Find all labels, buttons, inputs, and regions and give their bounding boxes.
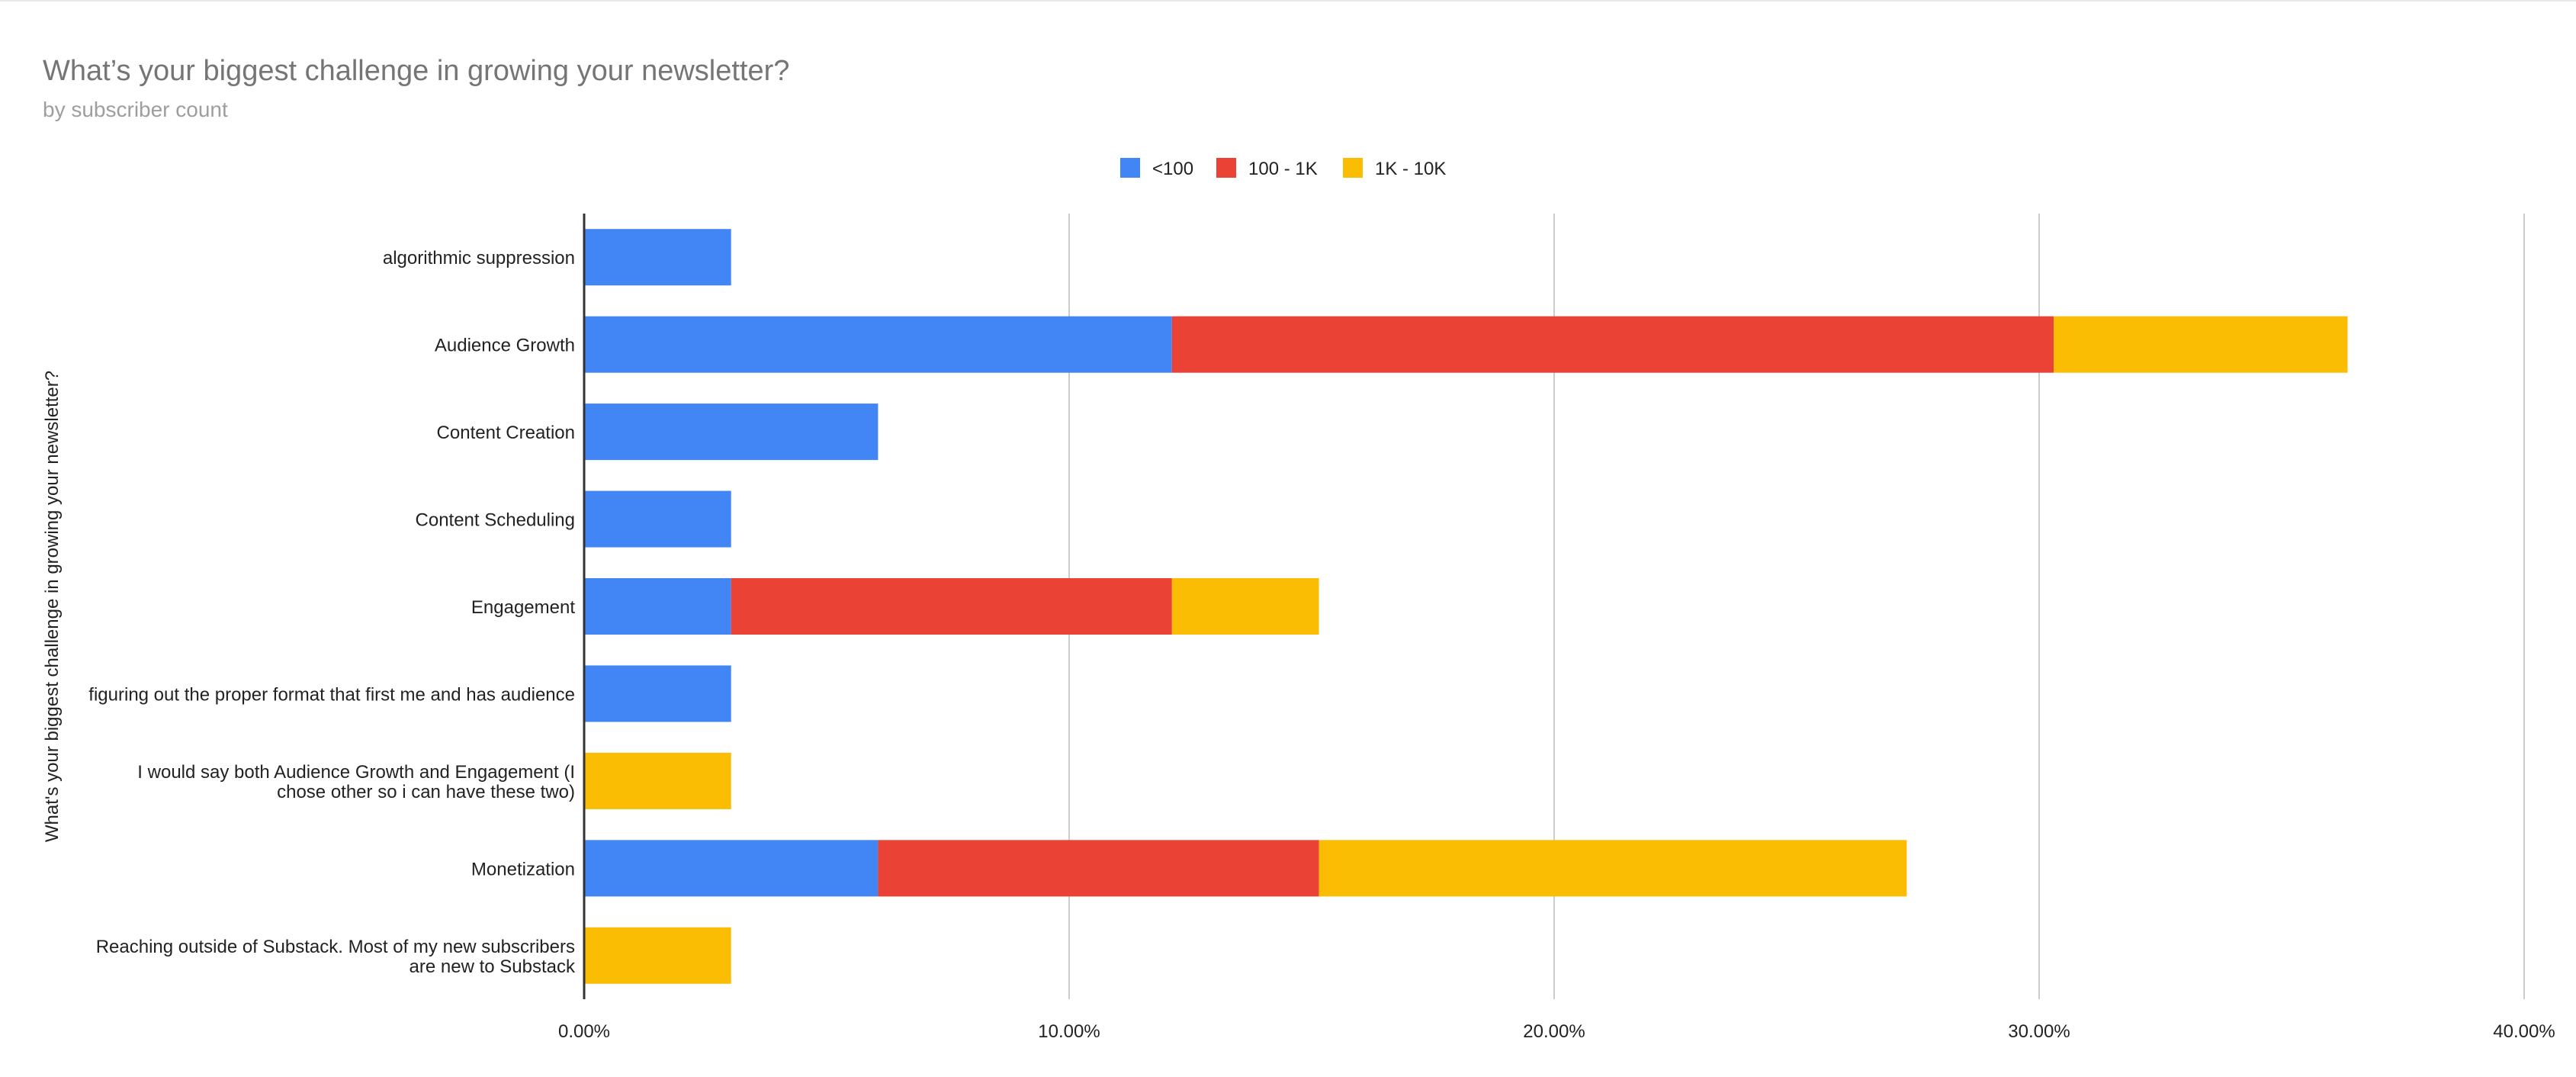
bar xyxy=(878,840,1319,897)
legend-label: <100 xyxy=(1152,159,1193,179)
legend-label: 1K - 10K xyxy=(1375,159,1446,179)
category-label: Content Scheduling xyxy=(416,510,575,531)
bar xyxy=(1319,840,1907,897)
bar xyxy=(2054,316,2348,373)
category-label: Audience Growth xyxy=(435,336,575,356)
bar xyxy=(1171,578,1319,635)
chart-title: What’s your biggest challenge in growing… xyxy=(43,55,790,87)
bar xyxy=(584,578,731,635)
bar xyxy=(584,316,1172,373)
x-tick-label: 10.00% xyxy=(1038,1021,1100,1042)
category-label: Engagement xyxy=(471,597,575,618)
legend-swatch xyxy=(1343,158,1363,178)
x-tick-label: 30.00% xyxy=(2008,1021,2070,1042)
bar xyxy=(1171,316,2054,373)
bar xyxy=(584,927,731,984)
top-divider xyxy=(0,0,2576,2)
bar xyxy=(731,578,1172,635)
category-label: Reaching outside of Substack. Most of my… xyxy=(96,937,575,957)
category-label: chose other so i can have these two) xyxy=(277,782,575,802)
bar xyxy=(584,490,731,548)
y-axis-title: What's your biggest challenge in growing… xyxy=(42,371,63,842)
legend-label: 100 - 1K xyxy=(1248,159,1318,179)
x-tick-label: 0.00% xyxy=(558,1021,610,1042)
x-tick-label: 40.00% xyxy=(2493,1021,2555,1042)
category-label: Content Creation xyxy=(437,423,575,443)
category-label: are new to Substack xyxy=(410,956,576,977)
category-label: Monetization xyxy=(471,859,575,879)
category-label: I would say both Audience Growth and Eng… xyxy=(137,762,575,783)
bar xyxy=(584,752,731,809)
category-label: algorithmic suppression xyxy=(383,248,575,268)
bar xyxy=(584,229,731,286)
legend-swatch xyxy=(1216,158,1236,178)
bar xyxy=(584,403,878,461)
chart-subtitle: by subscriber count xyxy=(43,98,228,121)
bar xyxy=(584,665,731,722)
legend-swatch xyxy=(1120,158,1140,178)
bar xyxy=(584,840,878,897)
category-label: figuring out the proper format that firs… xyxy=(88,684,575,705)
x-tick-label: 20.00% xyxy=(1523,1021,1585,1042)
